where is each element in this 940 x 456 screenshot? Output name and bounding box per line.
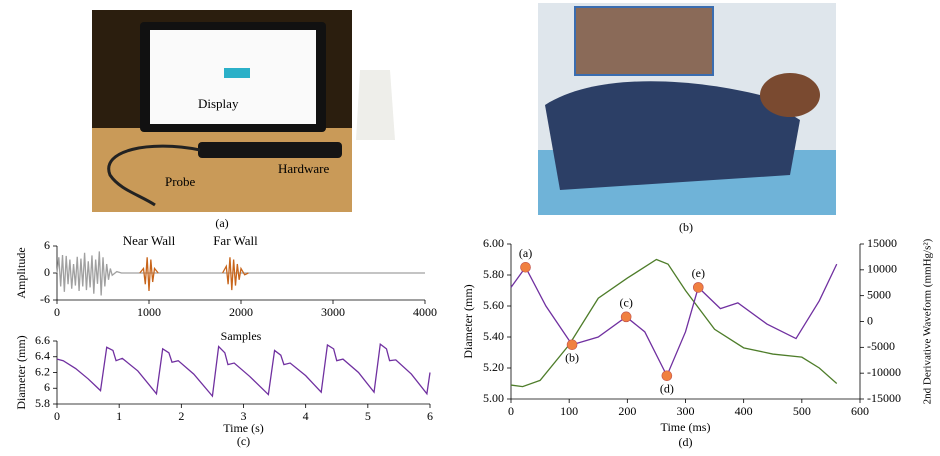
x-tick-label: 2 [178,409,184,423]
marker-label: (e) [692,266,705,280]
y2-tick-label: 10000 [867,262,897,276]
x-tick-label: 400 [735,404,753,418]
y-tick-label: 6 [44,380,50,394]
data-line [57,251,425,295]
photo-label: Probe [165,174,196,189]
x-tick-label: 4 [303,409,309,423]
hardware-box [198,142,342,158]
x-tick-label: 0 [508,404,514,418]
y-axis-label: Diameter (mm) [14,335,28,409]
photo-b: (b) [538,3,836,234]
y-axis-label: Amplitude [14,247,28,298]
y2-tick-label: -5000 [867,339,895,353]
marker-point [693,282,703,292]
caption: (c) [237,434,250,448]
x-axis-label: Time (ms) [661,420,711,434]
marker-point [662,371,672,381]
x-tick-label: 100 [560,404,578,418]
data-line [511,264,837,376]
x-tick-label: 200 [618,404,636,418]
x-axis-label: Samples [221,329,262,343]
y-tick-label: 6 [44,238,50,252]
data-line [223,257,249,290]
patient-head [760,73,820,117]
x-tick-label: 2000 [229,305,253,319]
y-tick-label: 5.00 [483,391,504,405]
y-tick-label: 6.00 [483,236,504,250]
x-tick-label: 3000 [321,305,345,319]
y-tick-label: 5.8 [35,396,50,410]
x-axis-label: Time (s) [223,421,264,435]
annotation: Near Wall [123,233,176,248]
marker-point [521,262,531,272]
marker-label: (d) [660,382,674,396]
figure: Display Probe Hardware (a) (b) 010002000… [0,0,940,451]
x-tick-label: 5 [365,409,371,423]
photo-label: Hardware [278,161,329,176]
y-tick-label: 5.40 [483,329,504,343]
screen-logo [224,68,250,78]
data-line [511,260,837,387]
x-tick-label: 0 [54,305,60,319]
marker-point [621,312,631,322]
data-line [57,344,430,396]
y-tick-label: 5.60 [483,298,504,312]
caption: (d) [679,435,693,449]
marker-point [567,340,577,350]
x-tick-label: 1 [116,409,122,423]
y-tick-label: 0 [44,265,50,279]
data-line [140,257,158,291]
x-tick-label: 500 [793,404,811,418]
x-tick-label: 1000 [137,305,161,319]
caption: (b) [679,220,693,234]
caption: (a) [215,216,228,230]
y2-tick-label: 15000 [867,236,897,250]
y-tick-label: 6.2 [35,364,50,378]
x-tick-label: 4000 [413,305,437,319]
y-tick-label: 6.6 [35,333,50,347]
marker-label: (b) [565,351,579,365]
y2-tick-label: -15000 [867,391,901,405]
inset-photo [575,7,713,75]
y2-axis-label: 2nd Derivative Waveform (mmHg/s²) [922,238,934,404]
photo-a: Display Probe Hardware (a) [92,10,395,230]
y2-tick-label: 5000 [867,287,891,301]
x-tick-label: 0 [54,409,60,423]
marker-label: (a) [519,246,532,260]
annotation: Far Wall [213,233,258,248]
x-tick-label: 300 [677,404,695,418]
gel-bottle [356,70,395,140]
y-axis-label: Diameter (mm) [461,284,475,358]
x-tick-label: 600 [851,404,869,418]
photo-label: Display [198,96,239,111]
y-tick-label: 5.20 [483,360,504,374]
y2-tick-label: 0 [867,313,873,327]
y2-tick-label: -10000 [867,365,901,379]
y-tick-label: 5.80 [483,267,504,281]
y-tick-label: -6 [40,292,50,306]
x-tick-label: 6 [427,409,433,423]
y-tick-label: 6.4 [35,349,50,363]
marker-label: (c) [620,296,633,310]
